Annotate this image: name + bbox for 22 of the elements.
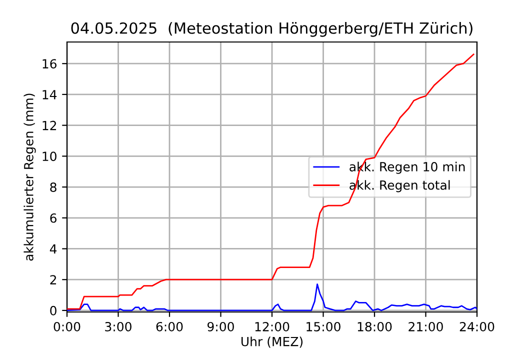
x-tick-label: 9:00 [208, 322, 234, 332]
y-tick-label: 16 [42, 59, 56, 69]
x-axis-title: Uhr (MEZ) [241, 336, 303, 348]
y-axis-title: akkumulierter Regen (mm) [24, 94, 36, 261]
x-tick-label: 0:00 [54, 322, 80, 332]
x-tick-label: 12:00 [255, 322, 290, 332]
y-tick-label: 14 [42, 90, 57, 100]
x-tick-label: 21:00 [408, 322, 443, 332]
y-tick-label: 2 [50, 275, 56, 284]
x-tick-label: 18:00 [358, 322, 392, 332]
x-tick-label: 3:00 [105, 322, 132, 332]
y-tick-label: 4 [50, 244, 57, 254]
y-tick-label: 6 [50, 213, 56, 223]
x-tick-label: 15:00 [306, 322, 340, 332]
y-tick-label: 0 [50, 306, 56, 316]
y-tick-label: 12 [42, 120, 56, 130]
y-tick-label: 8 [50, 182, 56, 192]
line-series [67, 54, 474, 310]
x-tick-label: 6:00 [156, 322, 183, 332]
y-tick-label: 10 [42, 152, 56, 162]
chart-title: 04.05.2025 (Meteostation Hönggerberg/ETH Zürich) [71, 22, 472, 37]
x-tick-label: 24:00 [460, 322, 494, 332]
